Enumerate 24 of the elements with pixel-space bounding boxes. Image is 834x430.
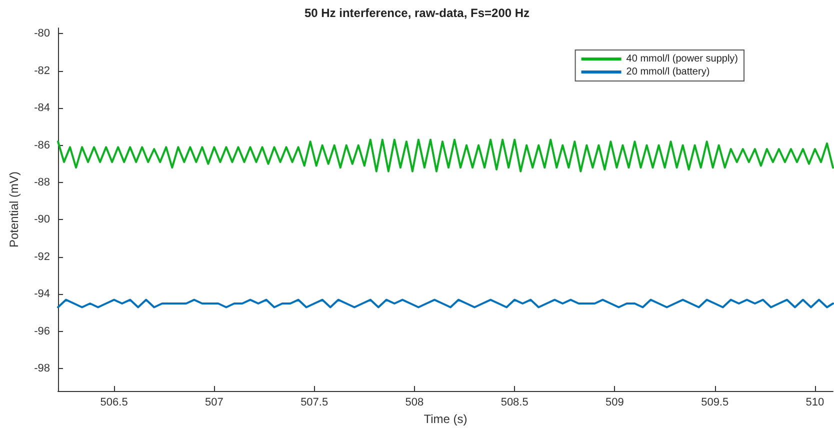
x-tick-label: 509.5 [701, 396, 729, 408]
line-series [57, 138, 834, 172]
y-tick-label: -88 [34, 176, 50, 189]
chart-title: 50 Hz interference, raw-data, Fs=200 Hz [304, 6, 530, 20]
x-tick-label: 507 [205, 396, 224, 408]
y-tick-label: -92 [34, 250, 50, 263]
x-tick-label: 506.5 [100, 396, 128, 408]
x-tick-label: 509 [606, 396, 624, 408]
y-axis-title: Potential (mV) [7, 171, 21, 248]
x-tick-label: 510 [806, 396, 824, 408]
legend-label: 20 mmol/l (battery) [626, 66, 710, 78]
x-tick-label: 507.5 [300, 396, 328, 408]
y-tick-label: -96 [34, 325, 50, 338]
y-tick-label: -90 [34, 214, 50, 226]
legend-label: 40 mmol/l (power supply) [626, 54, 738, 64]
y-tick-label: -80 [34, 28, 50, 40]
x-tick-label: 508 [405, 396, 424, 408]
x-axis-title: Time (s) [424, 412, 468, 426]
y-tick-label: -94 [34, 288, 50, 300]
x-tick-label: 508.5 [500, 396, 528, 408]
y-tick-label: -82 [34, 64, 50, 77]
y-tick-label: -86 [34, 139, 50, 152]
y-tick-label: -98 [34, 362, 50, 375]
y-tick-label: -84 [34, 102, 50, 114]
